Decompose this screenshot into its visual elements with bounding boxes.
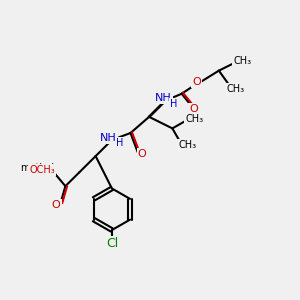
- Text: O: O: [138, 149, 146, 159]
- Text: H: H: [170, 99, 177, 109]
- Text: OCH₃: OCH₃: [29, 165, 55, 175]
- Text: O: O: [189, 104, 198, 114]
- Text: CH₃: CH₃: [178, 140, 196, 150]
- Text: O: O: [192, 77, 201, 87]
- Text: O: O: [52, 200, 61, 210]
- Text: CH₃: CH₃: [233, 56, 251, 66]
- Text: NH: NH: [100, 133, 117, 142]
- Text: H: H: [116, 138, 124, 148]
- Text: O: O: [42, 165, 51, 175]
- Text: CH₃: CH₃: [226, 84, 244, 94]
- Text: CH₃: CH₃: [185, 114, 203, 124]
- Text: NH: NH: [155, 93, 171, 103]
- Text: methyl: methyl: [20, 163, 55, 173]
- Text: Cl: Cl: [106, 237, 118, 250]
